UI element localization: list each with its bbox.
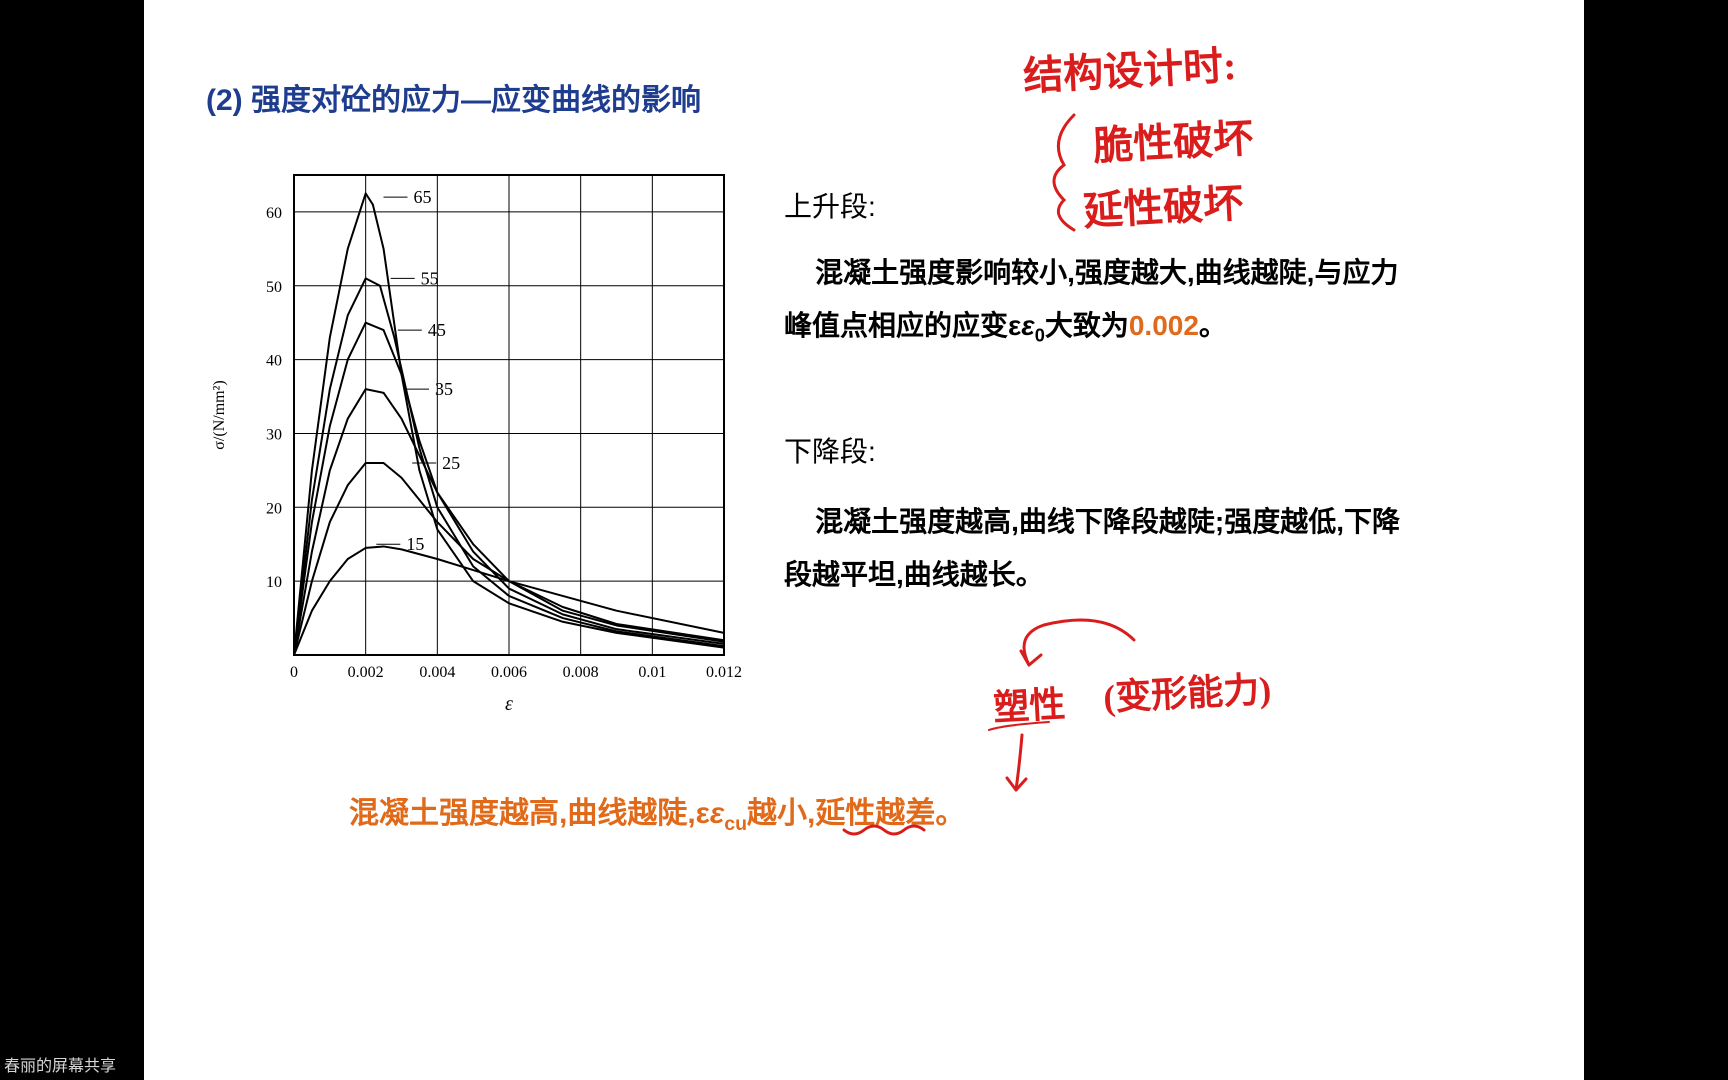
svg-text:35: 35	[435, 379, 453, 399]
svg-text:0.002: 0.002	[348, 664, 384, 681]
screen-share-watermark: 春丽的屏幕共享	[4, 1052, 116, 1076]
ascending-label: 上升段:	[784, 185, 876, 225]
svg-text:0.004: 0.004	[419, 664, 455, 681]
svg-text:65: 65	[414, 187, 432, 207]
svg-text:55: 55	[421, 268, 439, 288]
svg-text:结构设计时:: 结构设计时:	[1022, 43, 1237, 99]
up-body-end: 。	[1199, 310, 1227, 341]
svg-text:25: 25	[442, 453, 460, 473]
svg-text:10: 10	[266, 574, 282, 591]
svg-text:塑性: 塑性	[992, 684, 1066, 728]
svg-text:50: 50	[266, 279, 282, 296]
svg-text:脆性破坏: 脆性破坏	[1092, 116, 1254, 169]
svg-text:0.01: 0.01	[638, 664, 666, 681]
svg-text:(变形能力): (变形能力)	[1102, 668, 1272, 718]
svg-text:30: 30	[266, 426, 282, 443]
svg-text:0: 0	[290, 664, 298, 681]
up-body-mid: 大致为	[1045, 310, 1129, 341]
bottom-summary: 混凝土强度越高,曲线越陡,εεcu越小,延性越差。	[349, 788, 965, 836]
svg-text:15: 15	[406, 534, 424, 554]
svg-text:45: 45	[428, 320, 446, 340]
bottom-pre: 混凝土强度越高,曲线越陡,ε	[349, 797, 710, 830]
bottom-sub: cu	[724, 813, 747, 835]
svg-text:σ/(N/mm²): σ/(N/mm²)	[211, 380, 228, 449]
svg-text:0.006: 0.006	[491, 664, 527, 681]
descending-body: 混凝土强度越高,曲线下降段越陡;强度越低,下降段越平坦,曲线越长。	[784, 495, 1424, 601]
svg-text:延性破坏: 延性破坏	[1082, 181, 1244, 234]
ascending-body: 混凝土强度影响较小,强度越大,曲线越陡,与应力峰值点相应的应变εε0大致为0.0…	[784, 246, 1414, 353]
svg-text:0.008: 0.008	[563, 664, 599, 681]
descending-label: 下降段:	[784, 430, 876, 470]
up-sub: 0	[1035, 326, 1045, 346]
slide: (2) 强度对砼的应力—应变曲线的影响 0 0.002 0.004 0.006 0.00…	[144, 0, 1584, 1080]
svg-text:20: 20	[266, 500, 282, 517]
svg-text:40: 40	[266, 353, 282, 370]
svg-text:0.012: 0.012	[706, 664, 742, 681]
down-body-text: 混凝土强度越高,曲线下降段越陡;强度越低,下降段越平坦,曲线越长。	[784, 506, 1400, 590]
svg-text:60: 60	[266, 205, 282, 222]
bottom-post: 越小,延性越差。	[747, 797, 965, 830]
up-highlight: 0.002	[1129, 310, 1199, 341]
slide-title: (2) 强度对砼的应力—应变曲线的影响	[206, 75, 701, 119]
stress-strain-chart: 0 0.002 0.004 0.006 0.008 0.01 0.012 10 20 30 40 50…	[204, 155, 744, 735]
svg-text:ε: ε	[505, 693, 513, 715]
